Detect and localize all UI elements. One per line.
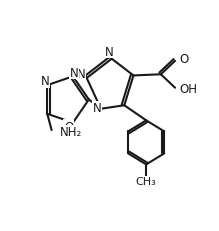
Text: O: O [179,53,188,66]
Text: N: N [70,66,78,79]
Text: N: N [105,46,114,58]
Text: N: N [77,67,86,80]
Text: O: O [64,120,73,133]
Text: N: N [41,75,50,88]
Text: NH₂: NH₂ [60,126,82,139]
Text: CH₃: CH₃ [136,176,157,186]
Text: OH: OH [179,83,197,96]
Text: N: N [93,102,101,115]
